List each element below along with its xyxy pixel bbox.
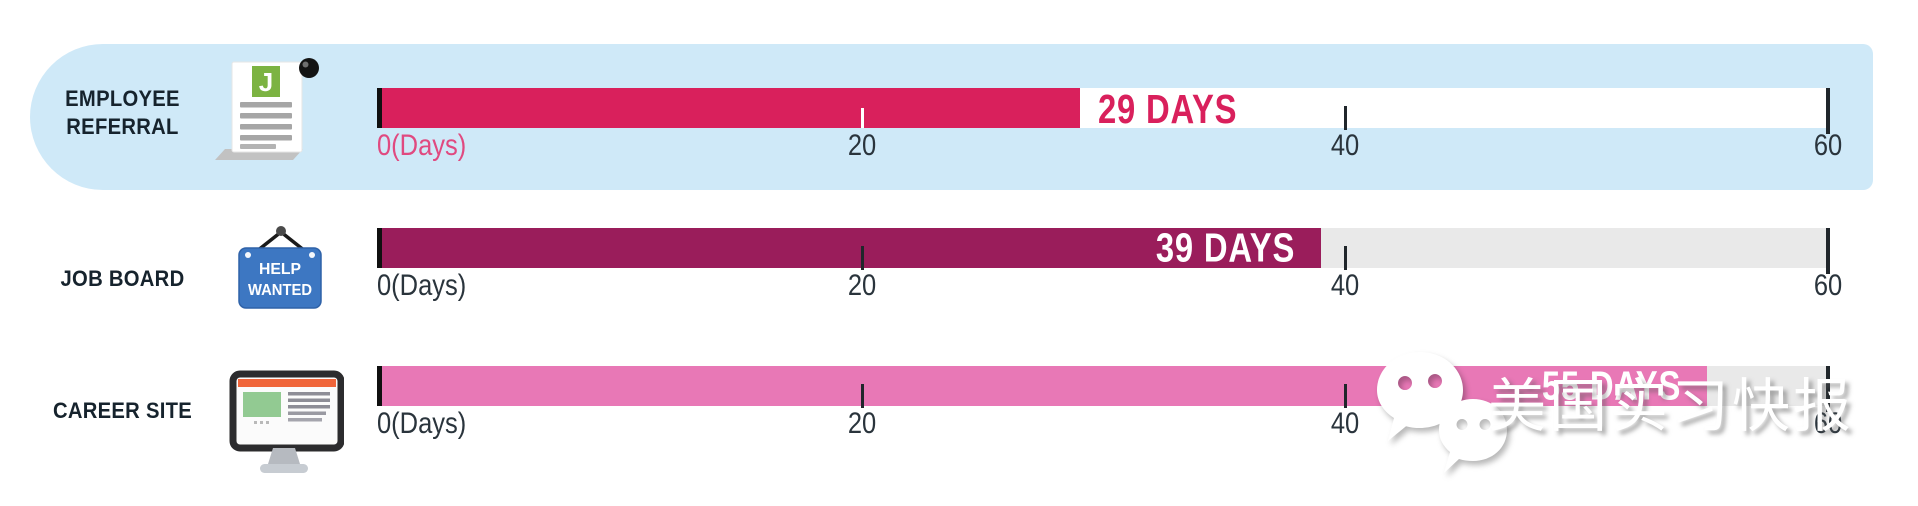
tick-60 (1826, 228, 1830, 274)
axis-tick-label-60: 60 (1813, 269, 1843, 302)
axis-tick-label-60: 60 (1813, 407, 1843, 440)
axis-tick-label-20: 20 (847, 269, 877, 302)
help-wanted-sign-icon: HELP WANTED (225, 224, 335, 317)
axis-origin-label: 0(Days) (377, 129, 467, 162)
axis-origin-label: 0(Days) (377, 407, 467, 440)
axis-start-line (377, 88, 382, 128)
wechat-icon (1374, 346, 1514, 501)
row-label-line: CAREER SITE (52, 398, 193, 423)
tick-20 (861, 246, 864, 270)
bar-fill (380, 88, 1080, 128)
row-label: JOB BOARD (42, 265, 203, 293)
tick-40 (1344, 384, 1347, 408)
axis-tick-label-20: 20 (847, 129, 877, 162)
row-label: EMPLOYEE REFERRAL (42, 85, 203, 141)
row-label-line: EMPLOYEE (65, 86, 180, 111)
row-label-line: JOB BOARD (60, 266, 185, 291)
bar-fill: 55 DAYS (380, 363, 1708, 409)
axis-tick-label-40: 40 (1330, 407, 1360, 440)
referral-badge-letter: J (259, 67, 273, 97)
bar-value-label: 29 DAYS (1097, 86, 1238, 132)
row-label-line: REFERRAL (66, 114, 179, 139)
tick-20 (861, 108, 864, 128)
axis-tick-label-40: 40 (1330, 269, 1360, 302)
sign-text-line: HELP (259, 261, 301, 278)
tick-40 (1344, 106, 1347, 130)
bar-value-label: 55 DAYS (1542, 362, 1682, 409)
tick-40 (1344, 246, 1347, 270)
referral-document-icon: J (215, 52, 325, 173)
watermark-text: 美国实习快报 (1488, 374, 1855, 439)
tick-60 (1826, 88, 1830, 134)
tick-60 (1826, 366, 1830, 412)
axis-start-line (377, 366, 382, 406)
axis-tick-label-60: 60 (1813, 129, 1843, 162)
row-label: CAREER SITE (42, 397, 203, 425)
tick-20 (861, 384, 864, 408)
career-site-monitor-icon (224, 370, 345, 483)
axis-tick-label-20: 20 (847, 407, 877, 440)
sign-text-line: WANTED (248, 282, 312, 299)
bar-fill: 39 DAYS (380, 225, 1322, 271)
axis-start-line (377, 228, 382, 268)
axis-tick-label-40: 40 (1330, 129, 1360, 162)
axis-origin-label: 0(Days) (377, 269, 467, 302)
bar-value-label: 39 DAYS (1155, 224, 1296, 271)
